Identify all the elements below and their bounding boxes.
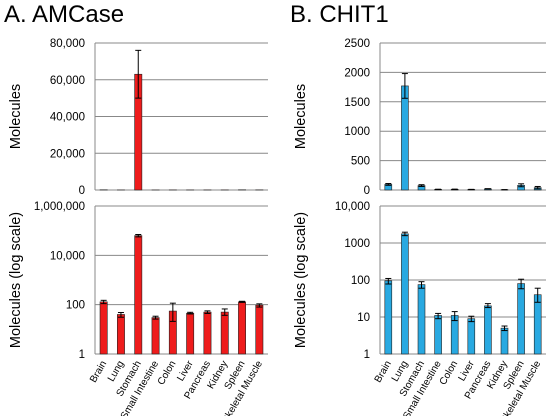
bar-brain [100,302,107,354]
y-axis-label: Molecules [293,84,309,149]
chart-chit1-linear: 0 500 1000 1500 2000 2500 Molecules [293,38,546,197]
bar-kidney [501,328,508,354]
bar-skeletal-muscle [534,295,541,354]
y-tick-label: 60,000 [50,75,85,87]
y-tick-label: 1500 [344,97,370,109]
panel-title-amcase: A. AMCase [4,1,124,28]
chart-amcase-log: 1 100 10,000 1,000,000 Molecules (log scale)… [8,201,268,416]
bar-small-intestine [152,318,159,354]
y-tick-label: 10,000 [50,250,85,262]
y-tick-label: 100 [66,300,85,312]
y-tick-label: 1 [79,349,85,361]
bar-lung [117,314,124,354]
y-tick-label: 100 [351,275,370,287]
chart-amcase-linear: 0 20,000 40,000 60,000 80,000 Molecules [8,38,268,197]
y-tick-label: 1000 [344,238,370,250]
bar-spleen [238,302,245,354]
y-tick-label: 1 [364,349,370,361]
chart-chit1-log: 1 10 100 1000 10,000 Molecules (log scale) Bra… [293,201,546,416]
y-tick-label: 500 [351,156,370,168]
x-tick-label: Brain [88,359,109,385]
bar-pancreas [484,306,491,354]
bar-stomach [418,285,425,354]
y-tick-label: 40,000 [50,112,85,124]
y-axis-label: Molecules (log scale) [293,212,309,348]
bar-pancreas [204,312,211,354]
y-tick-label: 1000 [344,126,370,138]
x-tick-label: Colon [156,359,179,387]
bar-lung [401,234,408,354]
y-tick-label: 10,000 [335,201,370,213]
y-axis-label: Molecules (log scale) [8,212,24,348]
bar-brain [385,281,392,354]
y-tick-label: 20,000 [50,148,85,160]
y-tick-label: 1,000,000 [34,201,85,213]
bar-lung [401,86,408,190]
bar-kidney [221,312,228,354]
y-tick-label: 10 [357,312,370,324]
y-axis-label: Molecules [8,84,24,149]
bar-liver [468,319,475,354]
bar-skeletal-muscle [256,305,263,354]
bar-liver [187,313,194,354]
bar-stomach [135,236,142,354]
y-tick-label: 80,000 [50,38,85,50]
panel-title-chit1: B. CHIT1 [290,1,389,28]
plots: 020,00040,00060,00080,000Molecules110010… [8,38,546,416]
bar-spleen [518,284,525,354]
y-tick-label: 0 [79,185,85,197]
y-tick-label: 2000 [344,67,370,79]
bar-small-intestine [435,315,442,354]
bar-colon [451,315,458,354]
y-tick-label: 0 [364,185,370,197]
x-tick-label: Brain [373,359,394,385]
y-tick-label: 2500 [344,38,370,50]
